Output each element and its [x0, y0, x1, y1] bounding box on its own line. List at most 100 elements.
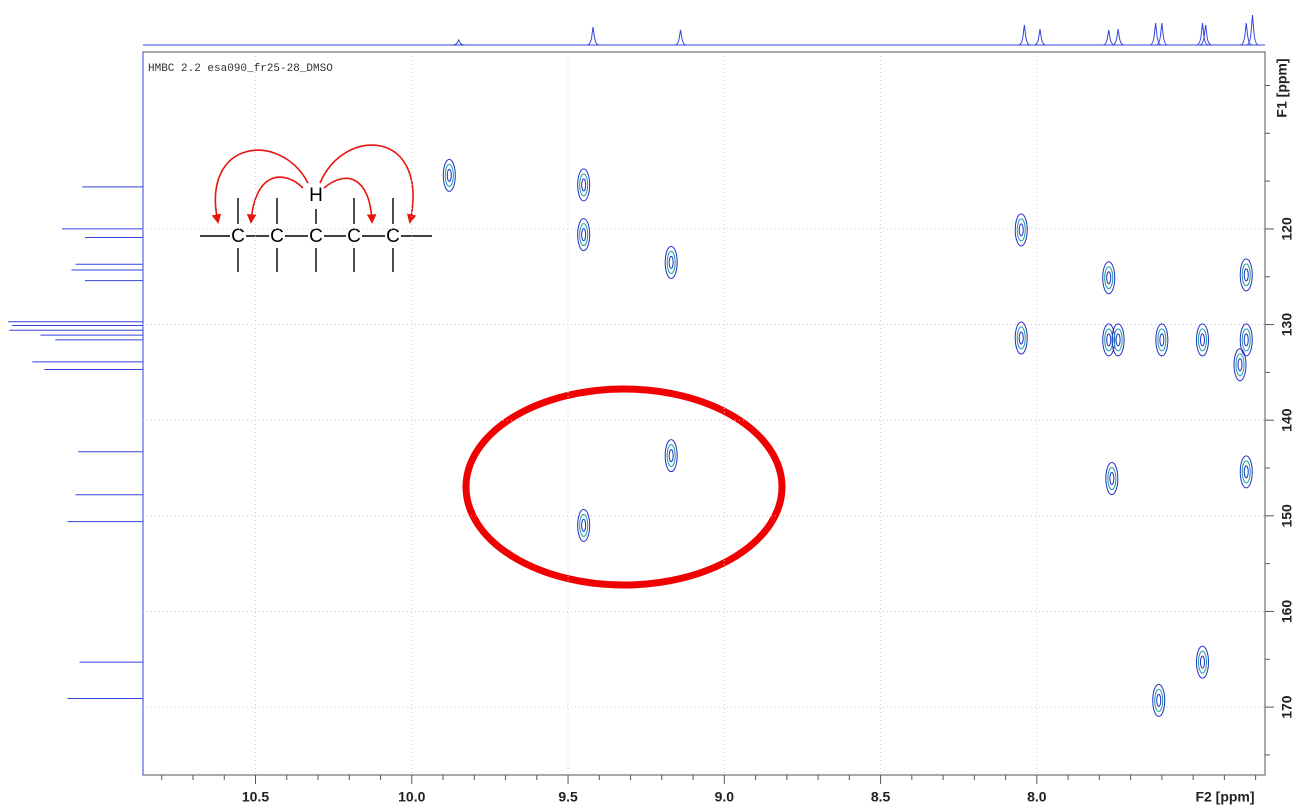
cross-peak [1239, 455, 1253, 489]
contour [1239, 323, 1253, 357]
contour [1105, 462, 1119, 496]
y-axis-label: F1 [ppm] [1274, 58, 1290, 117]
top-projection-peak [1112, 29, 1125, 46]
contour [1197, 650, 1207, 674]
cross-peak [1014, 321, 1028, 355]
contour [664, 439, 678, 473]
y-tick-label: 130 [1279, 313, 1295, 337]
y-tick-label: 140 [1279, 408, 1295, 432]
cross-peak [1014, 213, 1028, 247]
top-projection-peak [1246, 14, 1259, 46]
atom-c: C [386, 226, 400, 247]
hmbc-arrows [211, 144, 417, 224]
contour [1155, 323, 1169, 357]
contour [1195, 645, 1209, 679]
contour [1104, 328, 1114, 352]
top-projection-peak [1102, 29, 1115, 46]
contour [1018, 331, 1024, 345]
contour [1106, 271, 1112, 285]
atom-h: H [309, 185, 323, 206]
contour [1152, 683, 1166, 717]
annotation: HMBC 2.2 esa090_fr25-28_DMSO [148, 63, 333, 75]
contour [1241, 460, 1251, 484]
contour [1241, 263, 1251, 287]
contour [581, 228, 587, 242]
contour [577, 508, 591, 542]
cross-peak [1195, 645, 1209, 679]
contour [1102, 261, 1116, 295]
structure [200, 198, 432, 272]
contour [1016, 326, 1026, 350]
x-tick-label: 10.0 [398, 789, 425, 805]
cross-peak [664, 439, 678, 473]
contour [1154, 688, 1164, 712]
top-projection-peak [674, 29, 687, 46]
contour [581, 178, 587, 192]
contour [1159, 333, 1165, 347]
contour [1199, 655, 1205, 669]
contour [579, 513, 589, 537]
top-projection-peak [1199, 24, 1212, 46]
x-tick-label: 8.5 [871, 789, 891, 805]
atom-c: C [270, 226, 284, 247]
contour [1199, 333, 1205, 347]
contour [1109, 472, 1115, 486]
top-projection-peak [1196, 23, 1209, 46]
cross-peak [1102, 261, 1116, 295]
contour [1014, 321, 1028, 355]
x-tick-label: 8.0 [1027, 789, 1047, 805]
top-projection-peak [1033, 29, 1047, 46]
contour [1018, 223, 1024, 237]
top-projection-peak [452, 38, 465, 46]
contour [579, 173, 589, 197]
cross-peak [1239, 323, 1253, 357]
contour [668, 255, 674, 269]
contour [1106, 333, 1112, 347]
contour [1115, 333, 1121, 347]
contour [1239, 455, 1253, 489]
x-tick-label: 9.5 [558, 789, 578, 805]
contour [1235, 353, 1245, 377]
contour [1107, 467, 1117, 491]
top-projection-peak [586, 26, 600, 46]
top-projection-peak [1018, 24, 1031, 46]
cross-peak [1195, 323, 1209, 357]
atom-c: C [309, 226, 323, 247]
plot-frame [142, 51, 1266, 776]
contour [1243, 465, 1249, 479]
contour [446, 168, 452, 182]
cross-peak [1152, 683, 1166, 717]
contour [664, 245, 678, 279]
cross-peak [1239, 258, 1253, 292]
cross-peak [577, 168, 591, 202]
contour [1197, 328, 1207, 352]
cross-peak [664, 245, 678, 279]
contour [1237, 358, 1243, 372]
contour [1014, 213, 1028, 247]
y-tick-label: 160 [1279, 600, 1295, 624]
highlight-ellipse [462, 385, 786, 589]
contour [1243, 333, 1249, 347]
contour [1157, 328, 1167, 352]
contour [1016, 218, 1026, 242]
contour [666, 444, 676, 468]
x-tick-label: 9.0 [715, 789, 735, 805]
y-tick-label: 120 [1279, 217, 1295, 241]
cross-peak [577, 508, 591, 542]
cross-peak [1155, 323, 1169, 357]
contour [666, 250, 676, 274]
atom-c: C [231, 226, 245, 247]
top-projection-peak [1149, 23, 1162, 46]
contour [1102, 323, 1116, 357]
contour [1241, 328, 1251, 352]
contour [444, 163, 454, 187]
contour [1156, 693, 1162, 707]
contour [1233, 348, 1247, 382]
cross-peak [1111, 323, 1125, 357]
contour [581, 518, 587, 532]
cross-peak [577, 218, 591, 252]
y-tick-label: 150 [1279, 504, 1295, 528]
atom-c: C [347, 226, 361, 247]
cross-peak [1233, 348, 1247, 382]
